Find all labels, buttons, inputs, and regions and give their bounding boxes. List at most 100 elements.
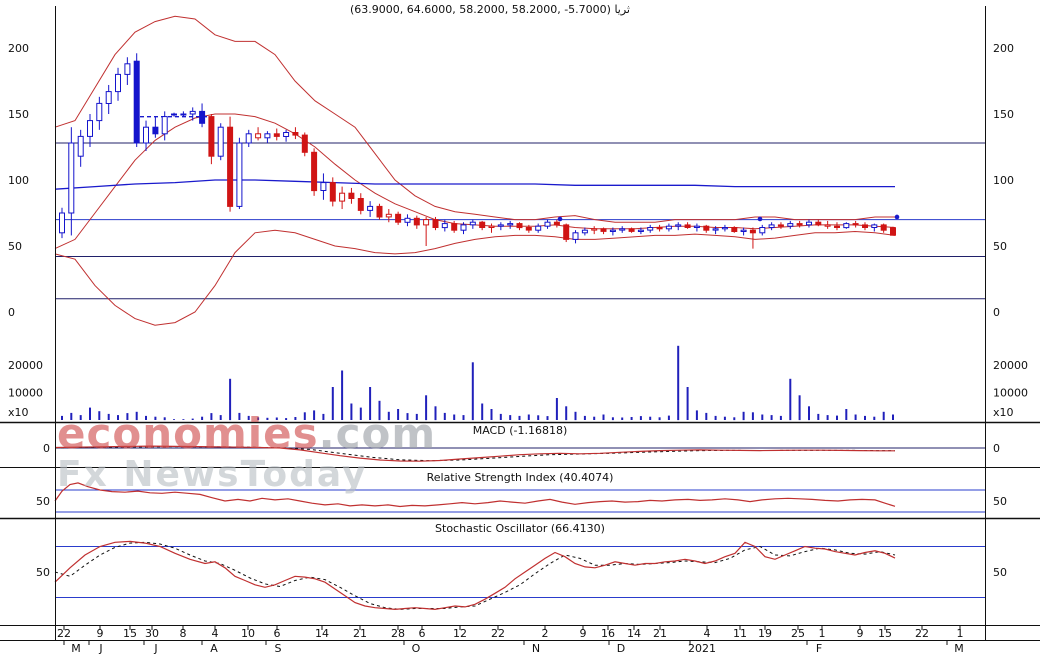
day-tick-label: 2 xyxy=(542,627,549,640)
volume-bar xyxy=(294,417,297,420)
volume-bar xyxy=(369,387,372,420)
candle-body xyxy=(712,228,719,231)
day-tick-label: 6 xyxy=(274,627,281,640)
candle-body xyxy=(180,113,187,116)
candle-body xyxy=(348,192,355,199)
candle-body xyxy=(721,227,728,230)
volume-bar xyxy=(667,415,670,420)
volume-bar xyxy=(798,395,801,421)
volume-bar xyxy=(229,378,232,421)
volume-bar xyxy=(126,413,129,420)
volume-multiplier-left: x10 xyxy=(8,406,29,419)
candle-body xyxy=(236,142,243,207)
volume-bar xyxy=(145,415,147,420)
day-tick-label: 30 xyxy=(145,627,159,640)
volume-bar xyxy=(695,410,698,420)
candle-body xyxy=(516,223,523,229)
sar-dot xyxy=(757,216,763,222)
volume-bar xyxy=(313,410,316,420)
volume-bar xyxy=(257,417,260,421)
candle-body xyxy=(199,110,206,124)
volume-tick-right: 20000 xyxy=(993,359,1028,372)
month-tick-label: M xyxy=(954,642,964,655)
candle-body xyxy=(619,228,626,231)
candle-body xyxy=(441,223,448,229)
volume-bar xyxy=(434,406,437,421)
volume-bar xyxy=(341,370,344,420)
day-tick-label: 22 xyxy=(57,627,71,640)
candle-body xyxy=(535,225,542,231)
volume-bar xyxy=(378,400,381,421)
volume-bar xyxy=(686,387,689,420)
sar-dot xyxy=(557,216,563,222)
day-tick-label: 16 xyxy=(601,627,615,640)
volume-bar xyxy=(331,387,334,420)
volume-bar xyxy=(546,416,549,420)
volume-tick-left: 10000 xyxy=(8,387,43,400)
volume-bar xyxy=(882,411,885,421)
volume-bar xyxy=(275,417,278,420)
macd-tick-right: 0 xyxy=(993,442,1000,455)
rsi-panel-label: Relative Strength Index (40.4074) xyxy=(426,471,614,484)
candle-body xyxy=(703,225,710,231)
candle-body xyxy=(777,224,784,227)
volume-bar xyxy=(201,416,204,420)
candle-body xyxy=(581,229,588,234)
candle-body xyxy=(852,223,859,226)
candle-body xyxy=(329,182,336,202)
candle-body xyxy=(357,198,364,211)
volume-bar xyxy=(471,362,474,421)
volume-bar xyxy=(285,418,288,420)
candle-body xyxy=(68,142,75,214)
volume-bar xyxy=(583,415,586,420)
volume-bar xyxy=(415,413,418,420)
volume-bar xyxy=(854,414,857,420)
volume-bar xyxy=(845,409,848,420)
candle-body xyxy=(245,133,252,144)
volume-bar xyxy=(677,345,680,421)
volume-bar xyxy=(238,412,241,420)
candle-body xyxy=(796,223,803,226)
candle-body xyxy=(656,227,663,230)
candle-body xyxy=(759,227,766,234)
price-tick-left: 150 xyxy=(8,108,29,121)
candle-body xyxy=(665,225,672,230)
month-tick-label: 2021 xyxy=(688,642,716,655)
candle-body xyxy=(806,221,812,226)
volume-bar xyxy=(527,414,530,420)
candle-body xyxy=(161,116,168,135)
instrument-title: (63.9000, 64.6000, 58.2000, 58.2000, -5.… xyxy=(349,3,630,16)
month-tick-label: F xyxy=(816,642,822,655)
volume-bar xyxy=(107,413,110,420)
day-tick-label: 21 xyxy=(653,627,667,640)
candle-body xyxy=(320,182,327,192)
candle-body xyxy=(77,135,84,157)
candle-body xyxy=(647,227,654,231)
candle-body xyxy=(264,133,271,139)
volume-bar xyxy=(406,413,409,420)
volume-bar xyxy=(742,411,745,421)
volume-bar xyxy=(79,415,82,420)
candle-body xyxy=(143,126,149,144)
price-tick-left: 50 xyxy=(8,240,22,253)
macd-line xyxy=(54,445,895,462)
stochastic-k-line xyxy=(54,540,896,611)
month-tick-label: M xyxy=(71,642,81,655)
stoch-tick-left: 50 xyxy=(36,566,50,579)
day-tick-label: 8 xyxy=(180,627,187,640)
macd-signal-line xyxy=(54,446,896,462)
candle-body xyxy=(171,113,177,116)
candle-body xyxy=(59,212,65,234)
candle-body xyxy=(815,221,822,226)
sar-dot xyxy=(894,214,900,220)
candle-body xyxy=(133,60,140,144)
month-tick-label: O xyxy=(412,642,421,655)
candle-body xyxy=(843,223,850,229)
volume-bar xyxy=(359,407,362,420)
price-tick-right: 200 xyxy=(993,42,1014,55)
volume-bar xyxy=(518,415,521,420)
volume-bar xyxy=(864,415,866,420)
candle-body xyxy=(124,63,131,75)
month-tick-label: J xyxy=(98,642,102,655)
